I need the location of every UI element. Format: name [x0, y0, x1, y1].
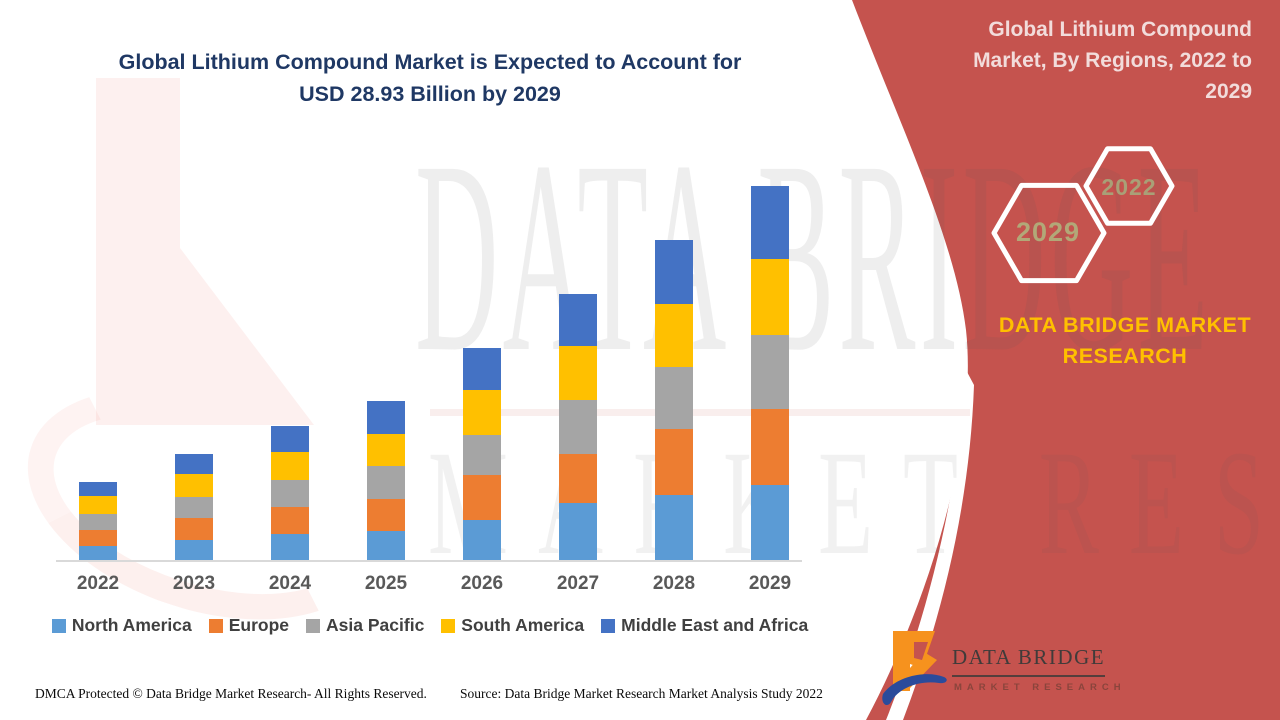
bar-segment: [751, 335, 789, 409]
x-axis-labels: 2022 2023 2024 2025 2026 2027 2028 2029: [58, 573, 800, 597]
brand-wordmark: DATA BRIDGE MARKET RESEARCH: [998, 313, 1252, 368]
bar-segment: [559, 346, 597, 400]
bar-segment: [271, 507, 309, 534]
bar-segment: [463, 475, 501, 520]
bar-segment: [559, 454, 597, 503]
bar-segment: [79, 482, 117, 496]
legend-label: Asia Pacific: [326, 615, 425, 635]
bar-segment: [367, 466, 405, 499]
bar-segment: [751, 485, 789, 561]
bar-segment: [175, 518, 213, 540]
chart-title-line2: USD 28.93 Billion by 2029: [299, 82, 561, 106]
legend-label: North America: [71, 615, 192, 635]
bar-chart-plot: [58, 120, 800, 561]
x-axis-label-2024: 2024: [268, 573, 312, 594]
bar-segment: [751, 259, 789, 335]
bar-segment: [79, 530, 117, 546]
stacked-bar-2027: [559, 294, 597, 561]
bar-segment: [271, 452, 309, 480]
chart-title-line1: Global Lithium Compound Market is Expect…: [118, 50, 742, 74]
bar-segment: [655, 429, 693, 495]
legend-swatch-icon: [306, 618, 321, 633]
legend-item: South America: [441, 615, 584, 636]
stacked-bar-2025: [367, 401, 405, 561]
legend-swatch-icon: [51, 618, 66, 633]
legend-swatch-icon: [208, 618, 223, 633]
dmca-notice: DMCA Protected © Data Bridge Market Rese…: [35, 686, 427, 701]
legend-item: Middle East and Africa: [601, 615, 808, 636]
bar-segment: [271, 534, 309, 561]
x-axis-label-2022: 2022: [76, 573, 120, 594]
watermark-underline: [430, 409, 970, 416]
bar-segment: [175, 474, 213, 497]
bar-segment: [655, 495, 693, 561]
white-swoosh-stripe: [886, 370, 974, 720]
panel-title-line2: Market, By Regions, 2022 to: [973, 49, 1252, 72]
x-axis-label-2025: 2025: [364, 573, 408, 594]
bar-segment: [175, 454, 213, 474]
hexagon-2022-label: 2022: [1101, 174, 1157, 200]
stacked-bar-2026: [463, 348, 501, 561]
bar-segment: [367, 434, 405, 466]
panel-title: Global Lithium Compound Market, By Regio…: [930, 14, 1252, 107]
bar-segment: [79, 496, 117, 514]
bar-segment: [655, 304, 693, 367]
bar-segment: [367, 499, 405, 531]
x-axis-label-2027: 2027: [556, 573, 600, 594]
x-axis-label-2026: 2026: [460, 573, 504, 594]
source-note: Source: Data Bridge Market Research Mark…: [460, 686, 823, 701]
bar-segment: [175, 540, 213, 561]
bar-segment: [655, 367, 693, 429]
bar-segment: [463, 390, 501, 435]
x-axis-line: [56, 560, 802, 562]
bar-segment: [367, 531, 405, 561]
x-axis-label-2029: 2029: [748, 573, 792, 594]
stacked-bar-2029: [751, 186, 789, 561]
bar-segment: [655, 240, 693, 304]
legend-swatch-icon: [441, 618, 456, 633]
bar-segment: [175, 497, 213, 518]
hexagon-2029-icon: [991, 182, 1107, 284]
red-panel-shape: [852, 0, 1280, 720]
logo-subtitle: MARKET RESEARCH: [954, 682, 1126, 693]
chart-legend: North America Europe Asia Pacific South Ame…: [0, 615, 860, 636]
stacked-bar-2022: [79, 482, 117, 561]
chart-title: Global Lithium Compound Market is Expect…: [0, 46, 860, 110]
bar-segment: [271, 480, 309, 507]
x-axis-label-2028: 2028: [652, 573, 696, 594]
bar-segment: [559, 503, 597, 561]
legend-label: South America: [461, 615, 585, 635]
bar-segment: [751, 186, 789, 259]
bar-segment: [463, 520, 501, 561]
legend-item: Asia Pacific: [306, 615, 424, 636]
legend-item: Europe: [208, 615, 290, 636]
stacked-bar-2024: [271, 426, 309, 561]
hexagon-2022-icon: [1083, 146, 1175, 226]
bar-segment: [751, 409, 789, 485]
panel-title-line1: Global Lithium Compound: [988, 18, 1252, 41]
bar-segment: [79, 514, 117, 530]
data-bridge-logo-icon: [882, 631, 947, 706]
bar-segment: [79, 546, 117, 561]
hexagon-2029-label: 2029: [1015, 217, 1081, 247]
legend-label: Middle East and Africa: [621, 615, 809, 635]
bar-segment: [271, 426, 309, 452]
bar-segment: [559, 294, 597, 346]
stacked-bar-2023: [175, 454, 213, 561]
bar-segment: [367, 401, 405, 434]
bar-segment: [463, 435, 501, 475]
watermark-logo-stem: [96, 78, 180, 425]
panel-title-line3: 2029: [1205, 80, 1252, 103]
legend-swatch-icon: [601, 618, 616, 633]
legend-label: Europe: [228, 615, 290, 635]
legend-item: North America: [51, 615, 192, 636]
stacked-bar-2028: [655, 240, 693, 561]
bar-segment: [463, 348, 501, 390]
x-axis-label-2023: 2023: [172, 573, 216, 594]
logo-wordmark: DATA BRIDGE: [952, 645, 1106, 677]
bar-segment: [559, 400, 597, 454]
